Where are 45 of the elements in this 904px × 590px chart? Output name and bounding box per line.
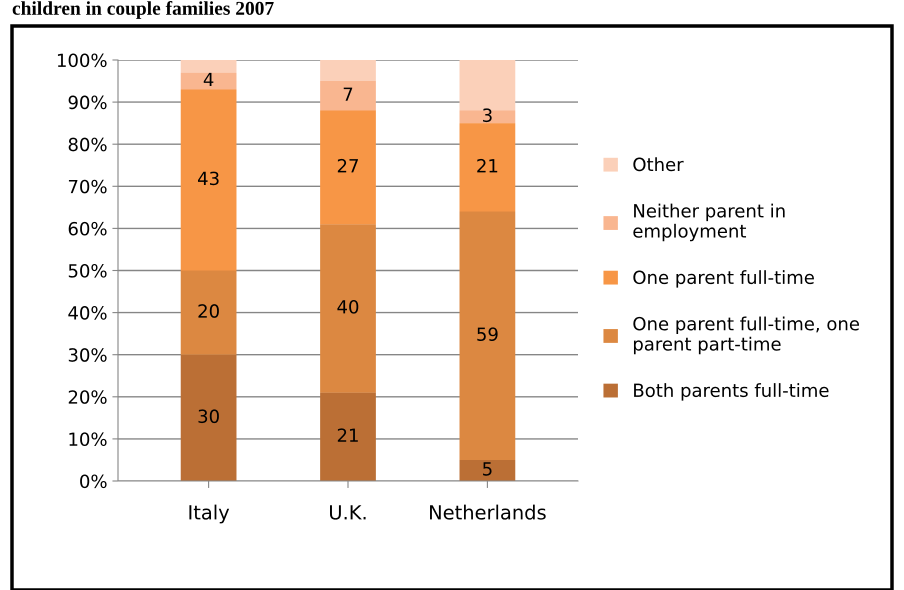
legend-label: Both parents full-time [634, 383, 829, 401]
legend-label: One parent full-time [633, 270, 814, 288]
bar [180, 354, 236, 481]
y-tick-label: 80% [68, 138, 107, 152]
bar [460, 123, 516, 212]
bar [460, 460, 516, 481]
y-tick-label: 70% [68, 180, 107, 194]
data-label: 27 [338, 158, 358, 172]
bar [320, 392, 376, 481]
y-tick-label: 50% [68, 264, 107, 278]
y-tick-label: 90% [68, 96, 107, 110]
data-label: 4 [204, 72, 214, 86]
data-label: 21 [338, 428, 358, 442]
data-label: 21 [477, 158, 498, 172]
legend-label: One parent full-time, one parent part-time [633, 316, 860, 354]
bar [180, 60, 236, 73]
y-tick-label: 10% [69, 432, 107, 446]
bar [320, 224, 376, 393]
bar [320, 110, 376, 224]
data-label: 7 [344, 88, 352, 101]
bar [320, 81, 376, 111]
x-tick-label: Italy [189, 504, 230, 524]
x-tick-label: U.K. [330, 505, 366, 520]
data-label: 43 [198, 172, 219, 186]
y-tick-label: 60% [68, 222, 107, 236]
legend-label: Other [633, 157, 684, 172]
data-label: 3 [483, 108, 492, 122]
chart-title: children in couple families 2007 [12, 1, 274, 19]
data-label: 59 [477, 327, 498, 341]
bar [180, 89, 236, 270]
y-tick-label: 40% [68, 306, 107, 320]
bar [180, 270, 236, 355]
data-label: 5 [483, 462, 492, 476]
bar [180, 72, 236, 90]
data-label: 30 [198, 409, 219, 424]
data-label: 20 [198, 304, 219, 318]
bar [320, 60, 376, 82]
legend-label: Neither parent in employment [633, 204, 785, 242]
y-tick-label: 30% [68, 348, 107, 362]
data-label: 40 [337, 300, 358, 314]
bar [460, 212, 516, 460]
y-tick-label: 20% [68, 390, 107, 404]
x-tick-label: Netherlands [430, 504, 546, 520]
y-tick-label: 100% [58, 53, 107, 68]
y-tick-label: 0% [80, 474, 107, 488]
